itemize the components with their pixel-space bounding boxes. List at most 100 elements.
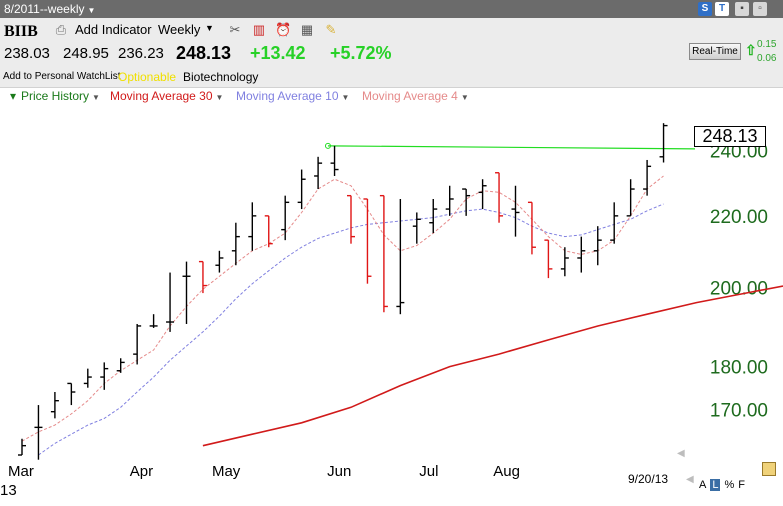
add-indicator-button[interactable]: Add Indicator xyxy=(75,22,152,37)
y-tick-label: 180.00 xyxy=(710,358,768,379)
ohlc-bar xyxy=(182,261,191,324)
date-range-selector[interactable]: 8/2011--weekly ▼ xyxy=(4,2,96,16)
price-change-pct: +5.72% xyxy=(330,43,392,63)
ohlc-bar xyxy=(281,195,290,241)
bar-chart-icon[interactable]: ▥ xyxy=(252,22,266,37)
symbol[interactable]: BIIB xyxy=(4,23,38,40)
ohlc-bar xyxy=(198,260,207,294)
ohlc-bar xyxy=(314,156,323,190)
x-axis: Mar Apr May Jun Jul Aug xyxy=(8,463,520,480)
ohlc-bar xyxy=(478,179,487,210)
x-tick-label: Jul xyxy=(419,463,438,480)
note-icon[interactable]: ✎ xyxy=(325,22,337,37)
open-price: 238.03 xyxy=(4,45,50,62)
ohlc-bar xyxy=(610,202,619,244)
ohlc-bar xyxy=(116,358,125,373)
y-tick-label: 170.00 xyxy=(710,400,768,421)
last-price: 248.13 xyxy=(176,43,232,63)
low-price: 236.23 xyxy=(118,45,164,62)
s-logo-icon[interactable]: S xyxy=(698,2,712,16)
scale-log[interactable]: L xyxy=(710,479,721,491)
period-chevron-icon[interactable]: ▼ xyxy=(205,23,214,33)
ohlc-bar xyxy=(297,169,306,210)
year-fragment: 13 xyxy=(0,482,17,499)
legend-ma30[interactable]: Moving Average 30 ▼ xyxy=(110,89,224,103)
minimize-icon[interactable]: ▪ xyxy=(735,2,749,16)
trend-line[interactable] xyxy=(324,142,696,150)
add-watchlist-link[interactable]: Add to Personal WatchList xyxy=(3,71,121,82)
trend-line-anchor xyxy=(324,142,331,149)
ma30-series xyxy=(202,285,783,447)
ohlc-bar xyxy=(215,250,224,273)
ohlc-bar xyxy=(643,159,652,196)
pencil-icon[interactable] xyxy=(762,462,776,476)
legend-ma4[interactable]: Moving Average 4 ▼ xyxy=(362,89,469,103)
tv-icon[interactable]: T xyxy=(715,2,729,16)
ohlc-bar xyxy=(396,198,405,315)
ohlc-bar xyxy=(577,236,586,273)
ohlc-bar xyxy=(67,382,76,406)
high-price: 248.95 xyxy=(63,45,109,62)
scale-options: A L% F xyxy=(699,479,749,491)
end-date: 9/20/13 xyxy=(628,472,669,486)
quote-header: BIIB ⎙ Add Indicator Weekly ▼ ✂ ▥ ⏰ ▦ ✎ … xyxy=(0,18,783,88)
ohlc-bar xyxy=(511,185,520,237)
scale-percent[interactable]: % xyxy=(724,479,735,491)
x-tick-label: Jun xyxy=(327,463,351,480)
close-icon[interactable]: ▫ xyxy=(753,2,767,16)
ohlc-bar xyxy=(363,198,372,284)
x-tick-label: May xyxy=(212,463,241,480)
scale-a[interactable]: A xyxy=(699,479,707,491)
realtime-value-2: 0.06 xyxy=(757,53,777,64)
ohlc-bar xyxy=(330,145,339,176)
alarm-clock-icon[interactable]: ⏰ xyxy=(275,22,292,37)
ohlc-bar xyxy=(527,201,536,255)
legend-ma10[interactable]: Moving Average 10 ▼ xyxy=(236,89,350,103)
industry-label[interactable]: Biotechnology xyxy=(183,70,259,84)
ohlc-bar xyxy=(412,212,421,244)
ma30-line xyxy=(202,285,783,447)
ohlc-bar xyxy=(100,362,109,390)
calculator-icon[interactable]: ▦ xyxy=(300,22,314,37)
x-tick-label: Mar xyxy=(8,463,34,480)
realtime-button[interactable]: Real-Time xyxy=(689,43,741,60)
print-icon[interactable]: ⎙ xyxy=(55,22,67,37)
scroll-right-icon[interactable]: ◀ xyxy=(686,474,694,485)
ma4-series xyxy=(21,175,664,442)
chevron-down-icon: ▼ xyxy=(87,6,96,15)
ohlc-bar xyxy=(149,314,158,328)
scroll-left-icon[interactable]: ◀ xyxy=(677,448,685,459)
price-change: +13.42 xyxy=(250,43,306,63)
y-tick-label: 200.00 xyxy=(710,278,768,299)
legend-price-history-marker: ▾ xyxy=(10,89,17,103)
last-price-label: 248.13 xyxy=(694,126,766,147)
ohlc-bar xyxy=(626,179,635,217)
ohlc-bar xyxy=(560,247,569,277)
ohlc-bars xyxy=(18,123,668,460)
ma4-line xyxy=(21,175,664,442)
ohlc-bar xyxy=(495,172,504,223)
ohlc-bar xyxy=(248,202,257,251)
period-select[interactable]: Weekly xyxy=(158,22,201,37)
trend-line-segment xyxy=(327,145,696,150)
indicator-legend: ▾ Price History ▼ Moving Average 30 ▼ Movi… xyxy=(0,88,783,105)
ohlc-bar xyxy=(544,239,553,279)
top-bar: 8/2011--weekly ▼ S T ▪ ▫ xyxy=(0,0,783,18)
ohlc-bar xyxy=(18,438,26,456)
x-tick-label: Aug xyxy=(493,463,520,480)
scale-f[interactable]: F xyxy=(738,479,745,491)
y-tick-label: 220.00 xyxy=(710,207,768,228)
ohlc-bar xyxy=(429,198,438,234)
tools-icon[interactable]: ✂ xyxy=(229,22,241,37)
ohlc-bar xyxy=(593,226,602,266)
ohlc-bar xyxy=(34,405,43,460)
up-arrow-icon: ⇧ xyxy=(745,42,757,58)
ohlc-bar xyxy=(83,368,92,388)
ohlc-bar xyxy=(445,185,454,216)
ohlc-bar xyxy=(50,392,59,419)
ohlc-bar xyxy=(166,272,175,332)
legend-price-history[interactable]: Price History ▼ xyxy=(21,89,100,103)
